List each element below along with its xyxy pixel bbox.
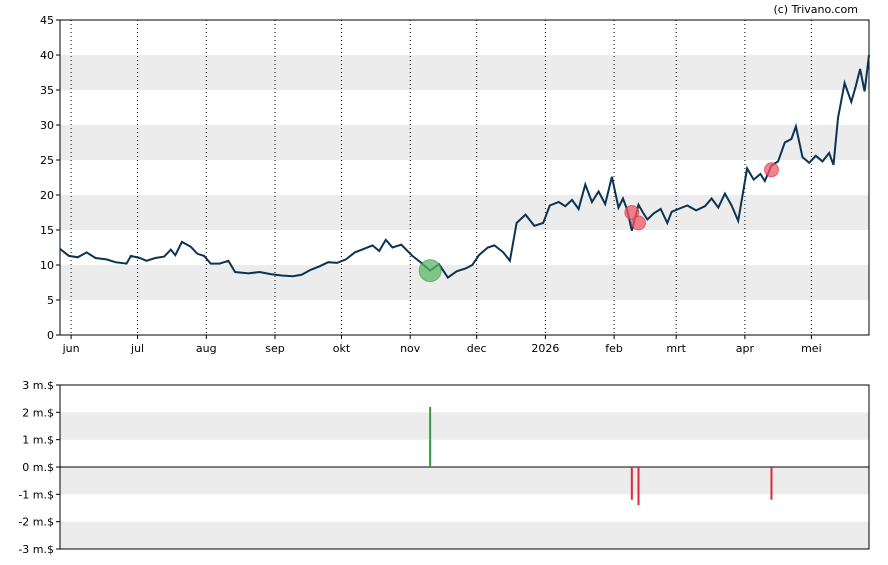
transaction-y-tick-label: -1 m.$ [18, 488, 54, 501]
transaction-bars [429, 406, 773, 506]
price-x-axis: jun jul aug sep okt nov dec 2026 feb mrt apr mei [62, 335, 822, 355]
transaction-y-tick-label: 2 m.$ [22, 406, 54, 419]
sell-marker [624, 205, 640, 220]
price-y-tick-label: 10 [40, 259, 54, 272]
price-band [60, 195, 869, 230]
price-plot-frame [59, 19, 870, 336]
transaction-y-tick-label: 0 m.$ [22, 461, 54, 474]
price-month-gridlines [70, 20, 812, 335]
price-x-tick-label: okt [333, 342, 351, 355]
price-y-tick-label: 25 [40, 154, 54, 167]
price-y-tick-label: 20 [40, 189, 54, 202]
transaction-band [60, 467, 869, 495]
price-x-tick-label: aug [196, 342, 217, 355]
price-x-tick-label: jun [62, 342, 80, 355]
price-x-tick-label: jul [130, 342, 144, 355]
price-x-tick-label: 2026 [531, 342, 559, 355]
price-band [60, 125, 869, 160]
price-panel: 0 5 10 15 20 25 30 35 40 45 jun jul aug sep okt nov dec… [40, 3, 870, 355]
price-y-tick-label: 0 [47, 329, 54, 342]
buy-marker [418, 259, 442, 283]
price-x-tick-label: sep [265, 342, 284, 355]
price-x-tick-label: nov [400, 342, 421, 355]
price-y-axis: 0 5 10 15 20 25 30 35 40 45 [40, 14, 60, 342]
price-y-tick-label: 40 [40, 49, 54, 62]
price-x-tick-label: dec [467, 342, 487, 355]
transaction-y-axis: -3 m.$ -2 m.$ -1 m.$ 0 m.$ 1 m.$ 2 m.$ 3 m.$ [18, 379, 60, 556]
transaction-y-tick-label: 3 m.$ [22, 379, 54, 392]
price-x-tick-label: mei [801, 342, 822, 355]
price-y-tick-label: 5 [47, 294, 54, 307]
price-x-tick-label: mrt [666, 342, 686, 355]
sell-marker [763, 162, 779, 178]
transaction-band [60, 521, 869, 549]
transaction-panel: -3 m.$ -2 m.$ -1 m.$ 0 m.$ 1 m.$ 2 m.$ 3 m.$ [18, 379, 870, 556]
transaction-y-tick-label: -2 m.$ [18, 516, 54, 529]
price-band [60, 55, 869, 90]
price-y-tick-label: 15 [40, 224, 54, 237]
transaction-band [60, 412, 869, 440]
transaction-markers [418, 162, 779, 283]
transaction-grid-bands [60, 412, 869, 549]
transaction-y-tick-label: -3 m.$ [18, 543, 54, 556]
price-y-tick-label: 35 [40, 84, 54, 97]
price-y-tick-label: 45 [40, 14, 54, 27]
price-series-line [59, 54, 870, 280]
price-grid-bands [60, 55, 869, 300]
price-y-tick-label: 30 [40, 119, 54, 132]
price-x-tick-label: apr [736, 342, 755, 355]
price-x-tick-label: feb [605, 342, 623, 355]
price-band [60, 265, 869, 300]
sell-marker [630, 215, 646, 231]
transaction-y-tick-label: 1 m.$ [22, 434, 54, 447]
credit-label: (c) Trivano.com [773, 3, 858, 16]
